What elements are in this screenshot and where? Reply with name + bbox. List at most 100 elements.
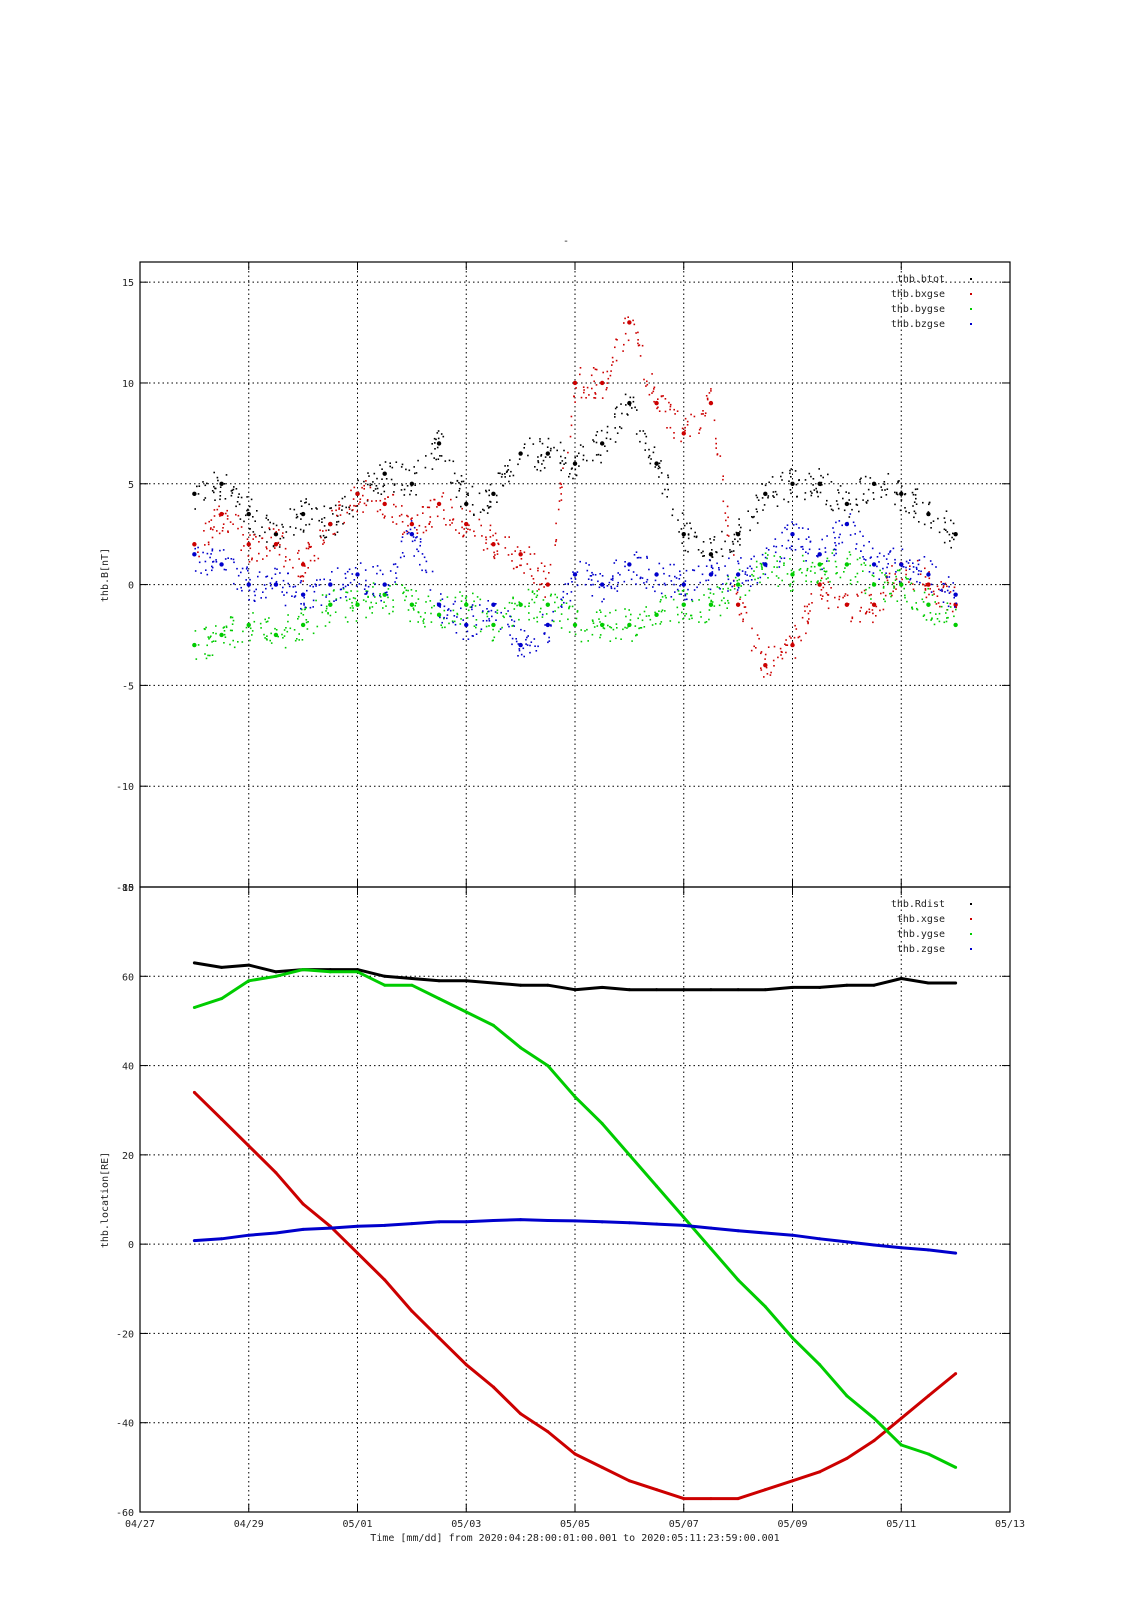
sample-dot bbox=[836, 503, 839, 506]
sample-dot bbox=[274, 573, 277, 575]
sample-dot bbox=[335, 599, 337, 601]
sample-dot bbox=[759, 562, 762, 565]
sample-dot bbox=[660, 592, 663, 595]
data-point bbox=[572, 622, 578, 628]
sample-dot bbox=[556, 449, 558, 452]
sample-dot bbox=[895, 493, 898, 495]
sample-dot bbox=[673, 563, 675, 566]
sample-dot bbox=[544, 456, 547, 458]
sample-dot bbox=[333, 589, 335, 591]
sample-dot bbox=[590, 584, 592, 586]
sample-dot bbox=[907, 562, 910, 564]
sample-dot bbox=[623, 322, 625, 324]
sample-dot bbox=[750, 649, 753, 652]
sample-dot bbox=[555, 539, 558, 541]
sample-dot bbox=[606, 425, 609, 428]
sample-dot bbox=[759, 576, 762, 579]
sample-dot bbox=[560, 598, 562, 601]
sample-dot bbox=[460, 607, 462, 610]
sample-dot bbox=[771, 476, 774, 478]
sample-dot bbox=[796, 495, 798, 498]
sample-dot bbox=[938, 531, 941, 534]
sample-dot bbox=[248, 561, 251, 563]
sample-dot bbox=[843, 595, 846, 597]
sample-dot bbox=[551, 619, 554, 622]
sample-dot bbox=[806, 620, 809, 623]
sample-dot bbox=[641, 619, 644, 622]
sample-dot bbox=[710, 599, 713, 602]
data-point bbox=[899, 1246, 903, 1250]
sample-dot bbox=[303, 604, 305, 606]
sample-dot bbox=[884, 600, 886, 603]
sample-dot bbox=[945, 529, 947, 531]
sample-dot bbox=[418, 524, 421, 527]
sample-dot bbox=[810, 565, 813, 568]
sample-dot bbox=[229, 629, 232, 632]
sample-dot bbox=[454, 623, 457, 626]
sample-dot bbox=[646, 555, 648, 558]
sample-dot bbox=[826, 600, 829, 602]
sample-dot bbox=[325, 594, 328, 596]
sample-dot bbox=[520, 564, 522, 567]
sample-dot bbox=[232, 488, 235, 491]
sample-dot bbox=[819, 568, 822, 571]
sample-dot bbox=[529, 651, 531, 654]
sample-dot bbox=[582, 445, 584, 448]
sample-dot bbox=[287, 614, 289, 616]
sample-dot bbox=[559, 441, 562, 444]
sample-dot bbox=[579, 444, 582, 446]
sample-dot bbox=[363, 480, 365, 483]
sample-dot bbox=[708, 618, 710, 621]
sample-dot bbox=[813, 565, 816, 568]
sample-dot bbox=[765, 565, 768, 568]
sample-dot bbox=[834, 542, 836, 544]
sample-dot bbox=[631, 640, 633, 642]
sample-dot bbox=[279, 544, 281, 546]
sample-dot bbox=[871, 609, 874, 611]
sample-dot bbox=[392, 494, 395, 496]
data-point bbox=[681, 582, 686, 587]
sample-dot bbox=[738, 613, 741, 616]
sample-dot bbox=[718, 587, 721, 589]
sample-dot bbox=[685, 569, 688, 572]
sample-dot bbox=[785, 639, 787, 641]
sample-dot bbox=[210, 553, 212, 555]
sample-dot bbox=[414, 604, 416, 607]
sample-dot bbox=[681, 512, 684, 514]
sample-dot bbox=[417, 550, 420, 553]
sample-dot bbox=[627, 625, 629, 628]
sample-dot bbox=[548, 636, 550, 639]
sample-dot bbox=[373, 472, 376, 475]
sample-dot bbox=[429, 516, 432, 518]
sample-dot bbox=[277, 541, 280, 544]
sample-dot bbox=[928, 593, 930, 596]
data-point bbox=[410, 977, 414, 981]
data-point bbox=[464, 602, 469, 607]
sample-dot bbox=[417, 621, 419, 623]
sample-dot bbox=[281, 523, 283, 526]
sample-dot bbox=[288, 585, 291, 588]
sample-dot bbox=[211, 548, 214, 550]
sample-dot bbox=[907, 578, 909, 580]
sample-dot bbox=[270, 642, 273, 644]
sample-dot bbox=[229, 616, 232, 619]
sample-dot bbox=[214, 640, 217, 642]
sample-dot bbox=[781, 479, 783, 481]
data-point bbox=[491, 1218, 495, 1222]
sample-dot bbox=[900, 499, 903, 501]
sample-dot bbox=[610, 585, 612, 588]
sample-dot bbox=[362, 494, 364, 497]
sample-dot bbox=[496, 553, 499, 555]
sample-dot bbox=[788, 480, 790, 482]
data-point bbox=[464, 521, 469, 527]
sample-dot bbox=[245, 626, 248, 629]
sample-dot bbox=[692, 569, 694, 571]
sample-dot bbox=[672, 508, 674, 511]
data-point bbox=[926, 572, 931, 577]
sample-dot bbox=[416, 529, 418, 531]
sample-dot bbox=[393, 484, 396, 486]
sample-dot bbox=[468, 524, 470, 527]
sample-dot bbox=[609, 640, 612, 642]
data-point bbox=[409, 481, 415, 486]
sample-dot bbox=[740, 557, 742, 559]
